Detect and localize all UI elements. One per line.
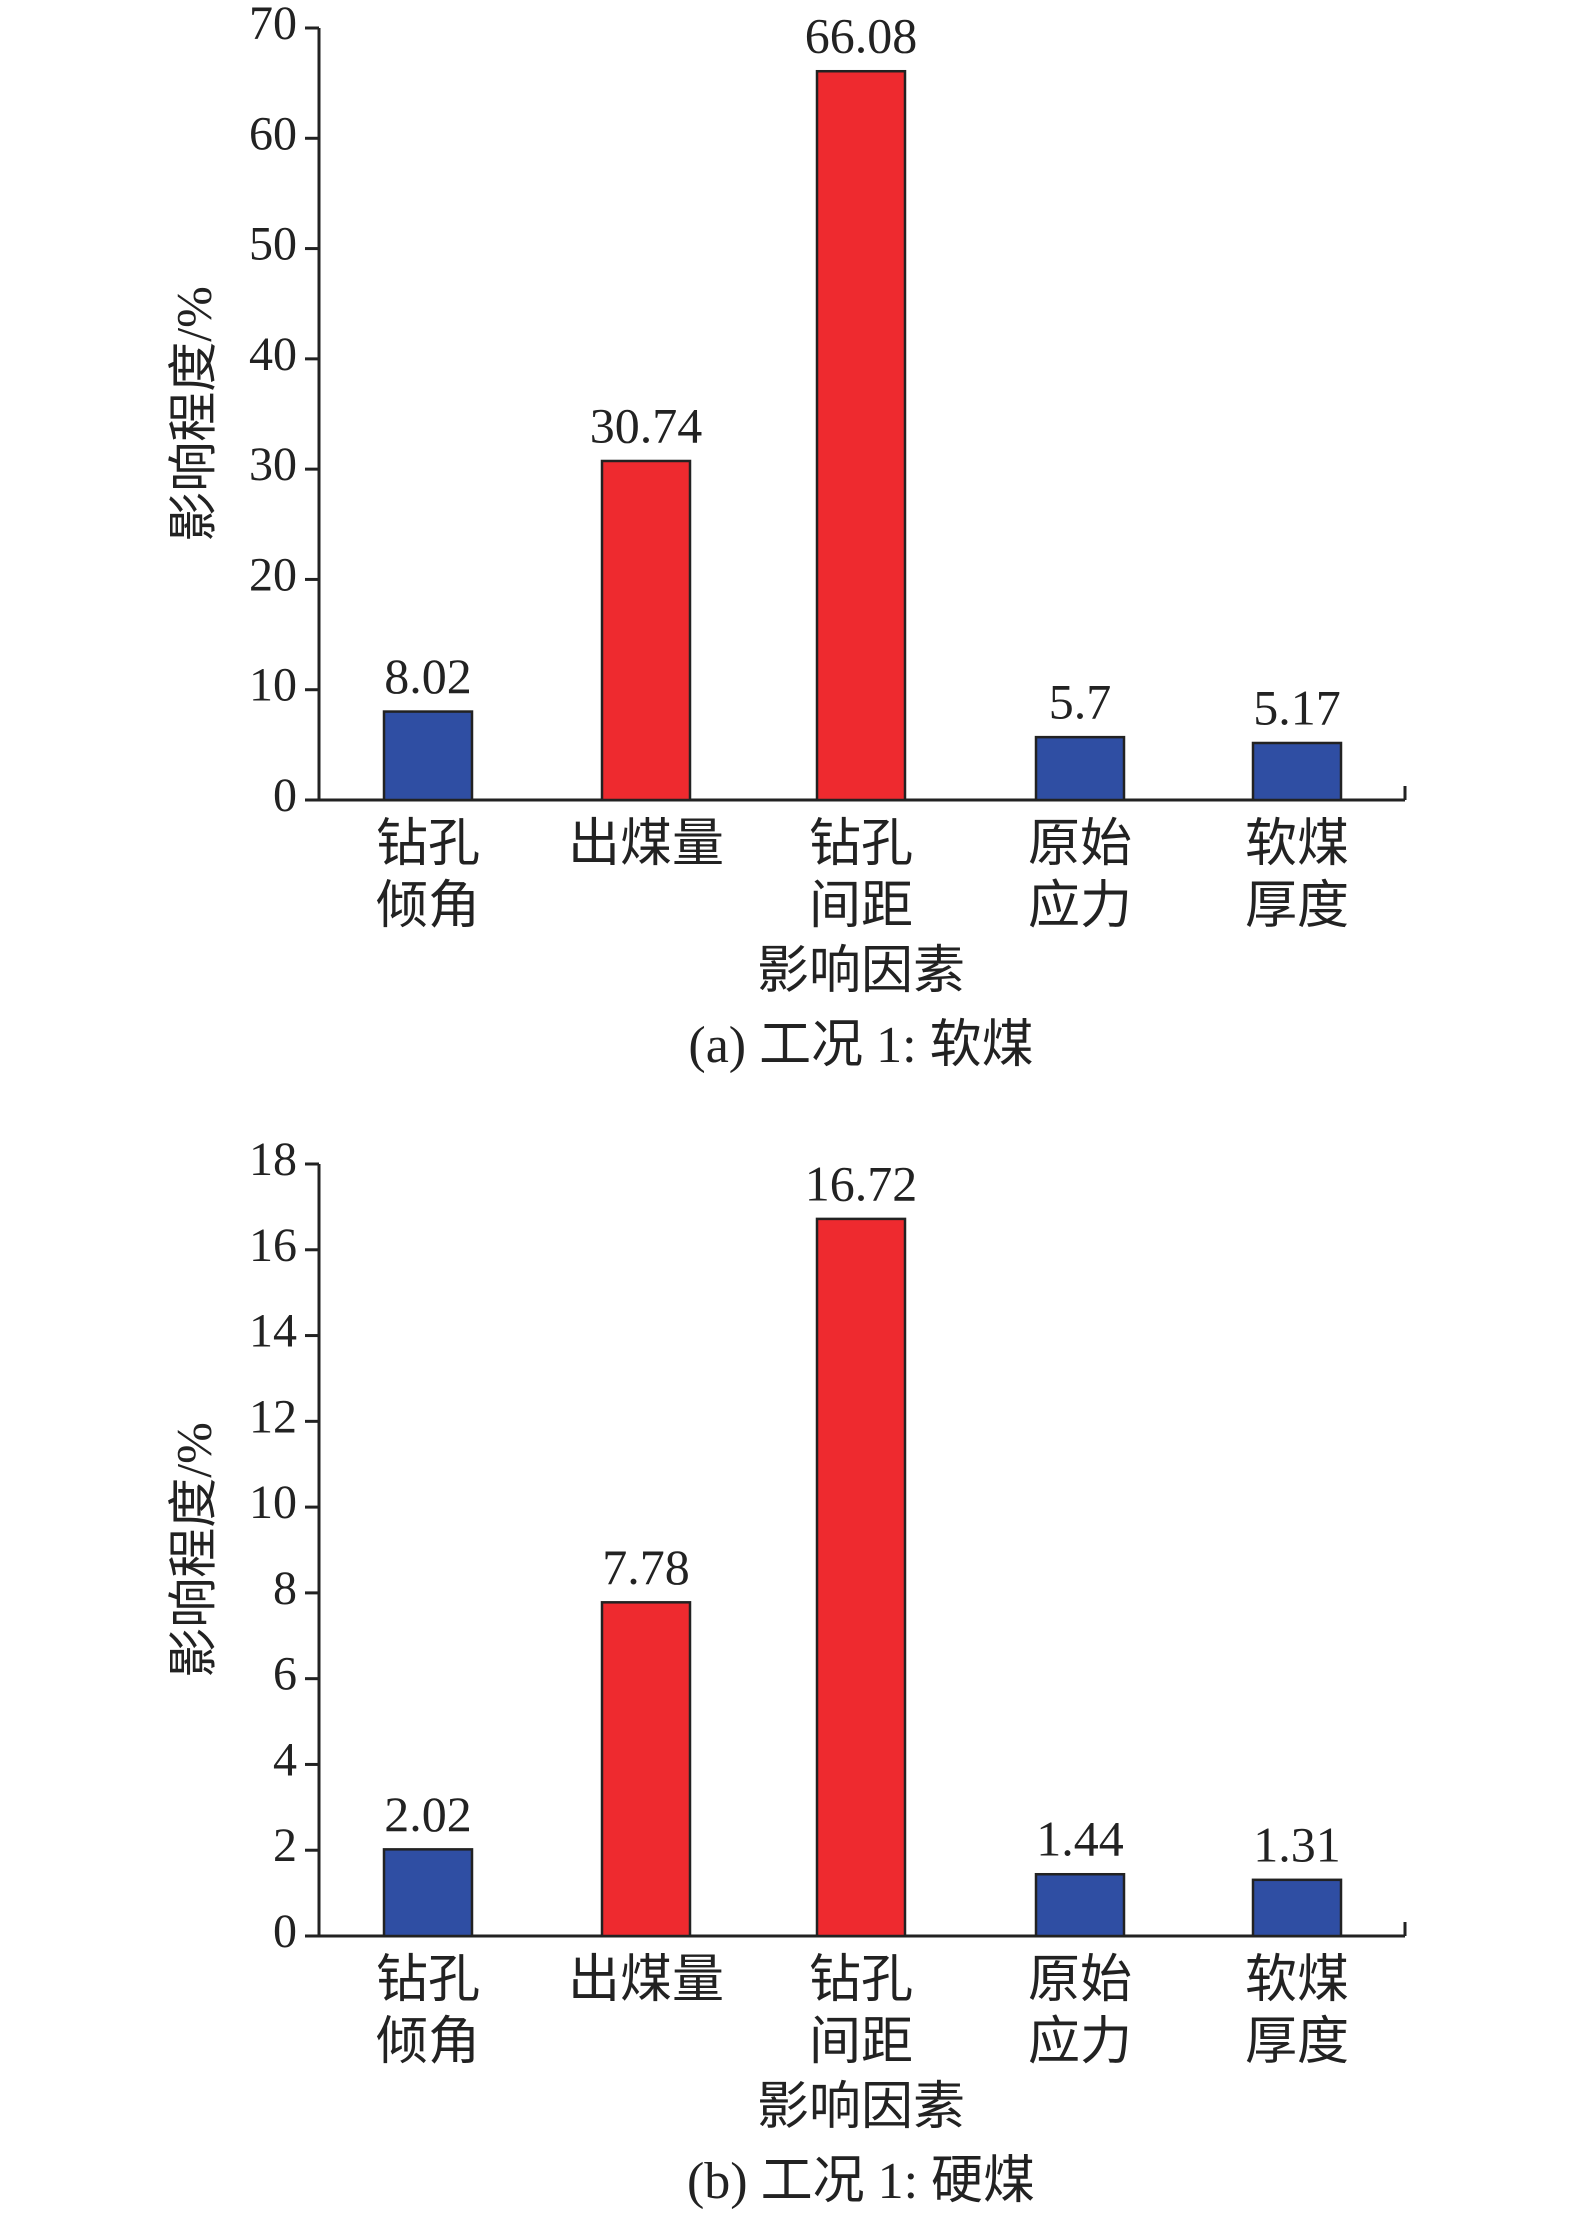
y-tick-label: 6 — [273, 1648, 297, 1701]
y-tick-label: 10 — [249, 659, 297, 712]
x-tick-label: 出煤量 — [568, 816, 724, 873]
y-tick-label: 18 — [249, 1133, 297, 1186]
x-tick-label: 软煤 — [1245, 816, 1349, 873]
y-tick-label: 14 — [249, 1305, 297, 1358]
value-label: 5.7 — [1049, 674, 1112, 730]
y-tick-label: 16 — [249, 1219, 297, 1272]
y-tick-label: 40 — [249, 328, 297, 381]
x-tick-label: 原始 — [1028, 1952, 1132, 2009]
value-label: 7.78 — [602, 1539, 690, 1595]
y-tick-label: 2 — [273, 1819, 297, 1872]
x-tick-label: 钻孔 — [809, 816, 913, 873]
x-tick-label: 应力 — [1028, 2014, 1132, 2071]
y-tick-label: 20 — [249, 548, 297, 601]
x-tick-label: 钻孔 — [809, 1952, 913, 2009]
bar — [600, 1601, 692, 1938]
value-label: 16.72 — [805, 1155, 918, 1211]
x-axis-label: 影响因素 — [757, 2079, 965, 2136]
bar — [382, 710, 474, 802]
value-label: 5.17 — [1253, 679, 1341, 735]
bar — [600, 459, 692, 802]
y-tick-label: 50 — [249, 218, 297, 271]
value-label: 2.02 — [384, 1786, 472, 1842]
y-axis-label: 影响程度/% — [165, 286, 221, 542]
value-label: 66.08 — [805, 8, 918, 64]
bar — [382, 1848, 474, 1938]
x-tick-label: 厚度 — [1245, 2014, 1349, 2071]
chart-title: (a) 工况 1: 软煤 — [688, 1017, 1033, 1074]
x-tick-label: 厚度 — [1245, 878, 1349, 935]
y-tick-label: 0 — [273, 1905, 297, 1958]
x-tick-label: 出煤量 — [568, 1952, 724, 2009]
x-tick-label: 软煤 — [1245, 1952, 1349, 2009]
y-tick-label: 60 — [249, 107, 297, 160]
y-tick-label: 8 — [273, 1562, 297, 1615]
x-tick-label: 倾角 — [376, 2014, 480, 2071]
value-label: 1.31 — [1253, 1816, 1341, 1872]
bar — [815, 69, 907, 802]
y-axis-label: 影响程度/% — [165, 1422, 221, 1678]
chart-title: (b) 工况 1: 硬煤 — [687, 2153, 1035, 2210]
x-tick-label: 间距 — [809, 878, 913, 935]
x-tick-label: 间距 — [809, 2014, 913, 2071]
x-tick-label: 倾角 — [376, 878, 480, 935]
y-tick-label: 0 — [273, 769, 297, 822]
y-tick-label: 4 — [273, 1733, 297, 1786]
x-tick-label: 应力 — [1028, 878, 1132, 935]
x-axis-label: 影响因素 — [757, 943, 965, 1000]
value-label: 8.02 — [384, 648, 472, 704]
y-tick-label: 12 — [249, 1390, 297, 1443]
y-tick-label: 70 — [249, 0, 297, 50]
x-tick-label: 钻孔 — [376, 1952, 480, 2009]
bar — [1034, 735, 1126, 802]
value-label: 30.74 — [590, 397, 703, 453]
y-tick-label: 10 — [249, 1476, 297, 1529]
x-tick-label: 钻孔 — [376, 816, 480, 873]
bar — [815, 1217, 907, 1938]
bar — [1251, 1878, 1343, 1938]
bar — [1251, 741, 1343, 802]
y-tick-label: 30 — [249, 438, 297, 491]
value-label: 1.44 — [1036, 1811, 1124, 1867]
x-tick-label: 原始 — [1028, 816, 1132, 873]
bar — [1034, 1872, 1126, 1938]
